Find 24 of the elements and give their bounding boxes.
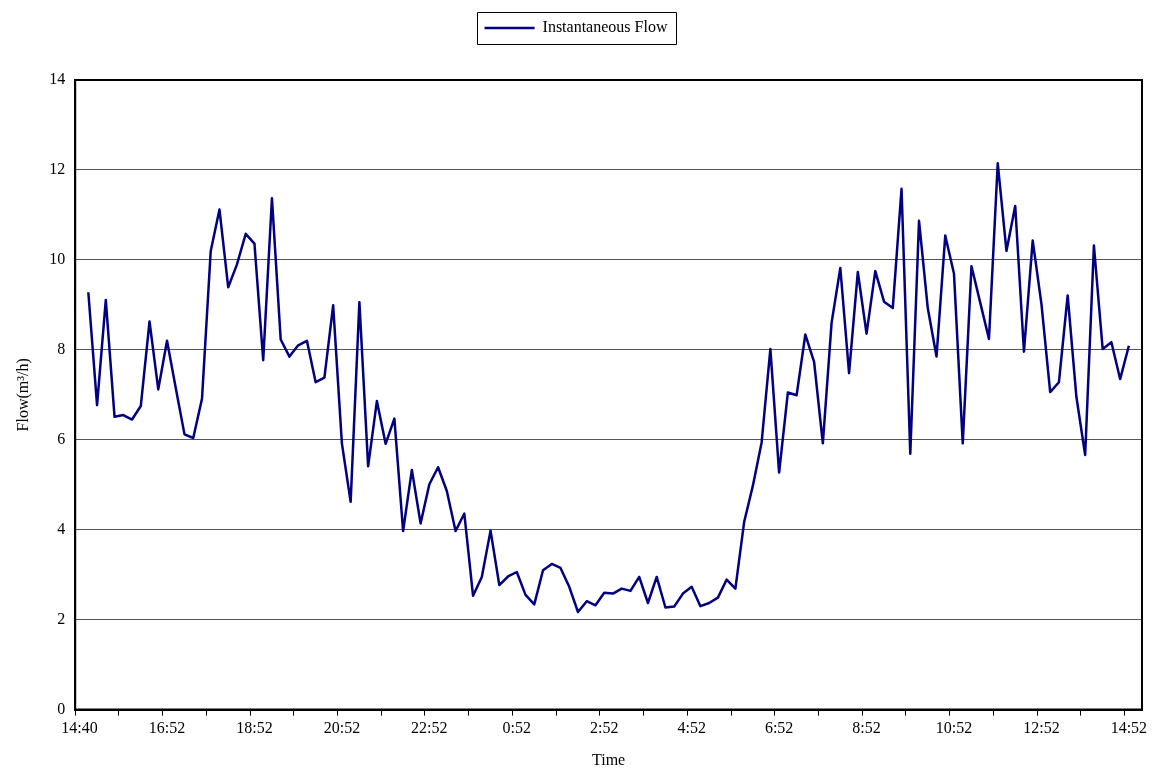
x-tick-label: 4:52	[677, 719, 706, 737]
y-tick-label: 4	[57, 519, 66, 537]
x-tick-label: 14:40	[61, 719, 98, 737]
y-tick-label: 2	[57, 609, 66, 627]
x-tick-label: 6:52	[764, 719, 794, 737]
x-tick-label: 12:52	[1023, 719, 1060, 737]
x-tick-label: 14:52	[1110, 719, 1148, 737]
x-tick-label: 16:52	[148, 719, 186, 737]
y-tick-label: 12	[49, 160, 66, 178]
x-tick-label: 2:52	[590, 719, 619, 737]
y-tick-label: 8	[57, 340, 66, 358]
x-tick-label: 0:52	[502, 719, 532, 737]
x-tick-label: 8:52	[852, 719, 881, 737]
x-tick-label: 18:52	[236, 719, 273, 737]
x-tick-label: 22:52	[411, 719, 448, 737]
legend-label: Instantaneous Flow	[542, 18, 668, 36]
y-tick-label: 10	[49, 250, 66, 268]
y-tick-label: 14	[49, 70, 66, 88]
y-tick-label: 0	[57, 699, 66, 717]
x-tick-label: 20:52	[323, 719, 361, 737]
y-tick-label: 6	[57, 429, 66, 447]
x-tick-label: 10:52	[935, 719, 973, 737]
x-axis-title: Time	[592, 750, 626, 768]
y-axis-title: Flow(m³/h)	[13, 358, 32, 432]
